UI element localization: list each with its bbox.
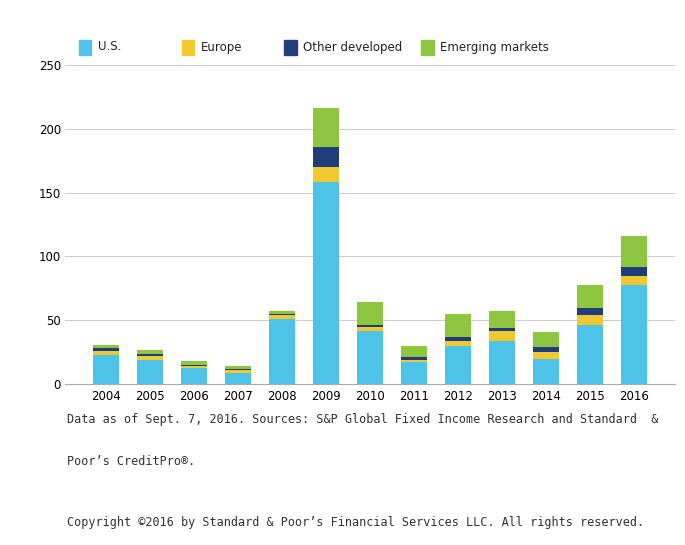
- Bar: [181, 366, 207, 368]
- Bar: [488, 331, 515, 341]
- Bar: [533, 352, 559, 359]
- Bar: [313, 167, 339, 182]
- Bar: [488, 311, 515, 328]
- Bar: [269, 314, 295, 315]
- Bar: [577, 307, 603, 315]
- Text: Other developed: Other developed: [303, 40, 403, 53]
- Bar: [357, 325, 383, 326]
- Bar: [225, 373, 251, 384]
- Bar: [313, 182, 339, 384]
- Bar: [357, 302, 383, 325]
- Bar: [181, 368, 207, 384]
- Text: Global Corporate Defaults By Region (Year-To-Date 2004-2016): Global Corporate Defaults By Region (Yea…: [8, 9, 526, 24]
- Bar: [357, 326, 383, 331]
- Bar: [533, 332, 559, 347]
- Bar: [401, 346, 427, 358]
- FancyBboxPatch shape: [79, 39, 91, 54]
- Bar: [313, 147, 339, 167]
- Bar: [269, 311, 295, 314]
- Bar: [445, 341, 471, 346]
- Bar: [181, 365, 207, 366]
- FancyBboxPatch shape: [284, 39, 297, 54]
- Bar: [533, 359, 559, 384]
- Text: Copyright ©2016 by Standard & Poor’s Financial Services LLC. All rights reserved: Copyright ©2016 by Standard & Poor’s Fin…: [67, 516, 645, 529]
- Text: Europe: Europe: [201, 40, 242, 53]
- Bar: [269, 319, 295, 384]
- Text: Data as of Sept. 7, 2016. Sources: S&P Global Fixed Income Research and Standard: Data as of Sept. 7, 2016. Sources: S&P G…: [67, 413, 658, 426]
- Bar: [181, 361, 207, 365]
- Bar: [137, 356, 163, 360]
- Bar: [445, 337, 471, 341]
- Text: Emerging markets: Emerging markets: [440, 40, 549, 53]
- Bar: [577, 315, 603, 325]
- Bar: [225, 366, 251, 369]
- Bar: [621, 276, 647, 284]
- Bar: [445, 314, 471, 337]
- Bar: [577, 325, 603, 384]
- Bar: [401, 362, 427, 384]
- Bar: [621, 284, 647, 384]
- Bar: [92, 348, 119, 351]
- Bar: [269, 315, 295, 319]
- Bar: [92, 351, 119, 355]
- Bar: [92, 344, 119, 348]
- FancyBboxPatch shape: [182, 39, 194, 54]
- Bar: [488, 328, 515, 331]
- Bar: [137, 354, 163, 356]
- Bar: [401, 360, 427, 362]
- Bar: [621, 236, 647, 267]
- Bar: [621, 267, 647, 276]
- Bar: [357, 331, 383, 384]
- Bar: [577, 284, 603, 307]
- Bar: [137, 350, 163, 354]
- Bar: [225, 369, 251, 370]
- Bar: [445, 346, 471, 384]
- Bar: [137, 360, 163, 384]
- Bar: [533, 347, 559, 352]
- Bar: [92, 355, 119, 384]
- Text: Poor’s CreditPro®.: Poor’s CreditPro®.: [67, 455, 195, 468]
- Bar: [225, 370, 251, 373]
- Text: U.S.: U.S.: [98, 40, 121, 53]
- Bar: [313, 108, 339, 147]
- FancyBboxPatch shape: [421, 39, 434, 54]
- Bar: [401, 358, 427, 360]
- Bar: [488, 341, 515, 384]
